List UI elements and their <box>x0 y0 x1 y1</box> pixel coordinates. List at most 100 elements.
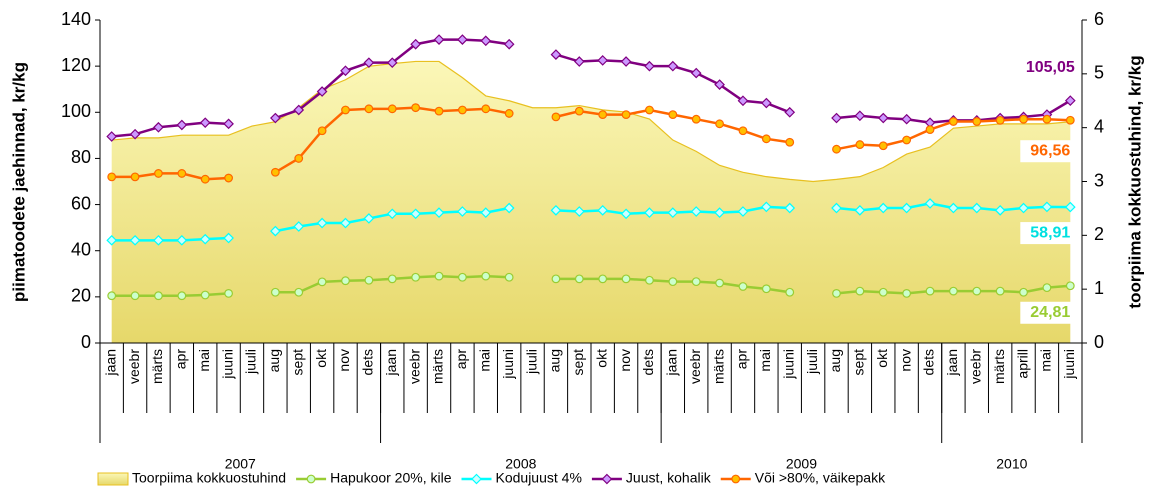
x-tick-label: nov <box>617 349 633 372</box>
point <box>503 38 515 50</box>
y-tick-label: 80 <box>71 147 91 167</box>
point <box>877 202 889 214</box>
point <box>878 141 888 151</box>
x-tick-label: nov <box>897 349 913 372</box>
x-tick-label: jaan <box>944 349 960 376</box>
point <box>831 202 842 214</box>
area <box>111 61 1071 344</box>
point <box>1065 115 1075 125</box>
point <box>620 208 632 220</box>
x-tick-label: aug <box>266 349 282 372</box>
point <box>364 104 374 114</box>
point <box>481 104 491 114</box>
x-tick-label: märts <box>430 349 446 384</box>
point <box>667 60 679 72</box>
point <box>224 288 233 298</box>
x-tick-label: mai <box>476 349 492 372</box>
point <box>177 169 187 178</box>
y-axis-title: piimatoodete jaehinnad, kr/kg <box>9 62 28 302</box>
point <box>504 109 514 118</box>
y2-tick-label: 2 <box>1094 224 1104 244</box>
point <box>995 115 1005 125</box>
point <box>129 234 141 246</box>
point <box>154 291 163 301</box>
point <box>458 272 467 282</box>
point <box>597 55 609 66</box>
point <box>551 112 561 122</box>
point <box>574 274 584 284</box>
point <box>224 173 233 183</box>
point <box>386 57 398 69</box>
point <box>363 57 375 69</box>
point <box>994 204 1006 216</box>
point <box>481 271 491 281</box>
point <box>294 154 304 163</box>
point <box>503 202 515 214</box>
point <box>738 282 748 291</box>
y-tick-label: 120 <box>61 55 91 75</box>
point <box>598 110 608 119</box>
x-tick-label: apr <box>734 349 750 370</box>
x-tick-label: okt <box>593 349 609 368</box>
point <box>270 225 281 237</box>
point <box>1064 201 1076 213</box>
point <box>854 110 866 122</box>
point <box>223 118 234 130</box>
series <box>107 103 1075 184</box>
point <box>341 105 350 115</box>
x-tick-label: dets <box>360 349 376 375</box>
point <box>644 207 655 218</box>
x-tick-label: sept <box>851 349 867 376</box>
point <box>645 105 654 115</box>
x-tick-label: mai <box>1038 349 1054 372</box>
y-tick-label: 0 <box>81 332 91 352</box>
x-tick-label: jaan <box>383 349 399 376</box>
point <box>434 106 444 116</box>
point <box>902 288 912 298</box>
point <box>551 274 561 284</box>
point <box>1041 201 1053 213</box>
point <box>433 34 445 45</box>
point <box>107 172 117 182</box>
point <box>176 119 188 131</box>
point <box>386 208 398 220</box>
point <box>621 274 631 284</box>
point <box>1019 114 1028 124</box>
point <box>550 204 562 216</box>
point <box>901 113 912 125</box>
x-tick-label: jaan <box>102 349 118 376</box>
point <box>901 202 912 214</box>
point <box>458 105 467 115</box>
x-tick-label: aprill <box>1014 349 1030 379</box>
x-tick-label: juuni <box>780 349 796 380</box>
point <box>949 117 958 126</box>
point <box>480 35 492 47</box>
year-label: 2010 <box>996 456 1027 472</box>
label-bg <box>1020 56 1079 79</box>
point <box>737 95 749 107</box>
y-tick-label: 20 <box>71 286 91 306</box>
area-line <box>111 60 1071 183</box>
data-label: 24,81 <box>1030 304 1070 321</box>
x-tick-label: veebr <box>967 349 983 384</box>
point <box>925 125 935 134</box>
point <box>878 287 888 297</box>
data-label: 105,05 <box>1026 59 1075 76</box>
label-bg <box>1020 140 1079 163</box>
point <box>223 232 234 244</box>
x-tick-label: mai <box>757 349 773 372</box>
point <box>902 135 912 145</box>
x-tick-label: juuni <box>1061 349 1077 380</box>
y2-tick-label: 5 <box>1094 63 1104 83</box>
x-tick-label: sept <box>570 349 586 376</box>
point <box>573 56 585 67</box>
point <box>620 56 632 67</box>
x-tick-label: märts <box>991 349 1007 384</box>
point <box>877 112 889 124</box>
point <box>785 287 795 297</box>
point <box>645 275 654 285</box>
legend-label: Hapukoor 20%, kile <box>330 470 452 486</box>
data-label: 96,56 <box>1030 142 1070 159</box>
point <box>738 126 748 136</box>
